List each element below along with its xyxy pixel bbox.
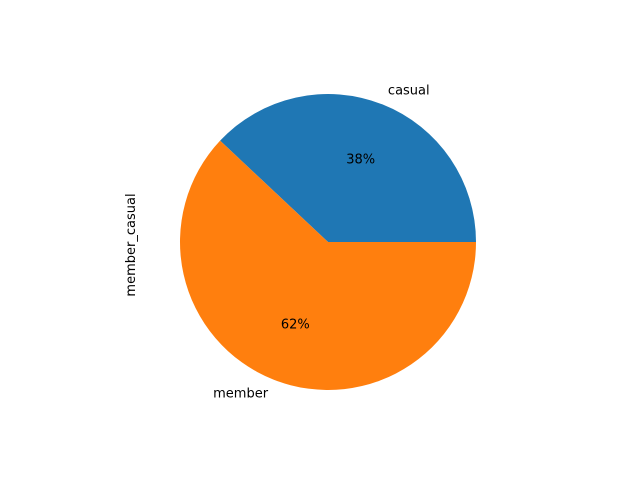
pie-slices <box>180 93 477 390</box>
pie-slice-casual <box>220 93 477 242</box>
pie-labels: casual 38% member 62% <box>213 84 430 402</box>
slice-pct-member: 62% <box>281 318 310 333</box>
pie-slice-member <box>180 140 477 390</box>
slice-label-member: member <box>213 386 269 401</box>
y-axis-label: member_casual <box>124 193 139 296</box>
slice-label-casual: casual <box>388 84 430 99</box>
slice-pct-casual: 38% <box>346 152 375 167</box>
